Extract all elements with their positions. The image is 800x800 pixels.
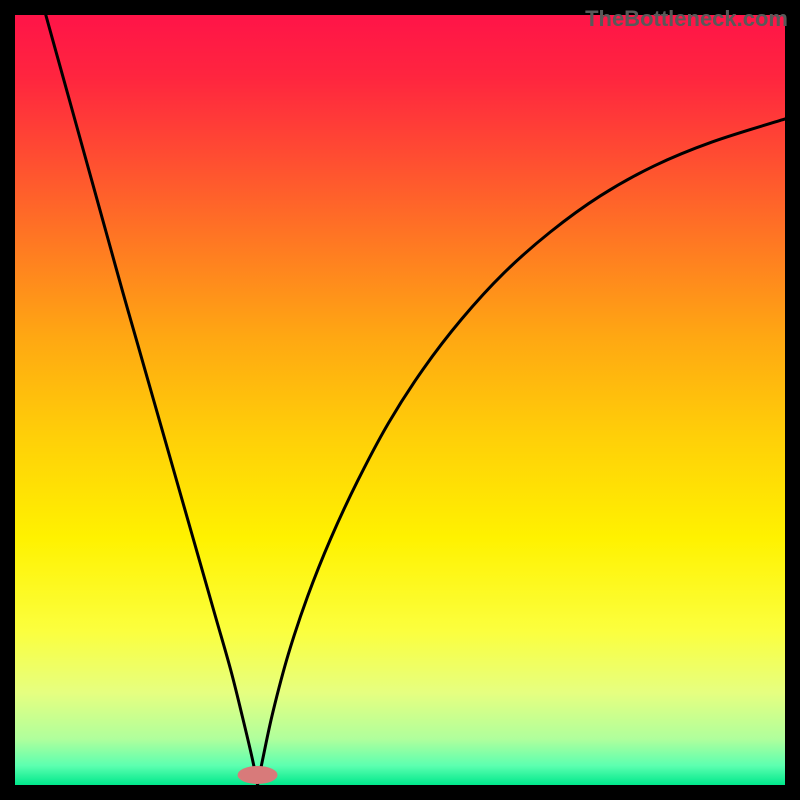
plot-background: [15, 15, 785, 785]
plot-area: [8, 8, 793, 793]
watermark-text: TheBottleneck.com: [585, 6, 788, 32]
chart-svg: [0, 0, 800, 800]
bottleneck-chart: TheBottleneck.com: [0, 0, 800, 800]
minimum-marker: [238, 766, 278, 784]
